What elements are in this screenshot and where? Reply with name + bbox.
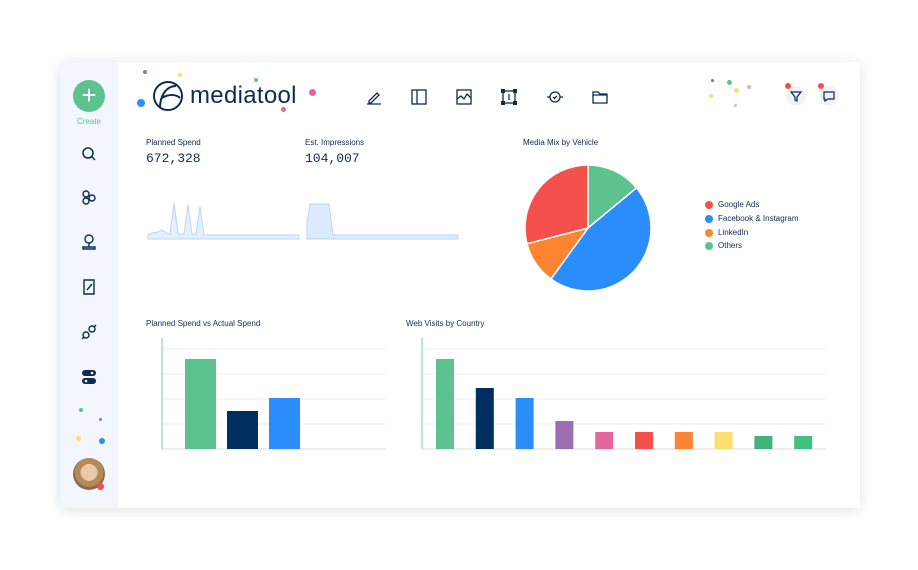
bar [185,359,216,449]
bar [754,436,773,449]
sidebar: + Create [60,62,118,508]
bar [674,432,693,449]
bar [635,432,653,449]
notification-dot [818,83,824,89]
legend-swatch [705,228,713,237]
text-frame-icon[interactable] [500,88,518,106]
search-icon[interactable] [79,144,99,164]
decor-dot [79,408,83,412]
legend-swatch [705,241,713,250]
bar-chart-title: Planned Spend vs Actual Spend [146,319,261,328]
notification-dot [785,83,791,89]
decor-dot [76,436,81,441]
plug-icon[interactable] [79,322,99,342]
bar-chart-title: Web Visits by Country [406,319,485,328]
kpi-value: 672,328 [146,151,201,166]
circles-icon[interactable] [79,188,99,208]
spend-bar-chart [161,338,386,450]
pie-title: Media Mix by Vehicle [523,138,599,147]
chat-button[interactable] [819,86,839,106]
dashboard-window: + Create mediatool Planned Spend 672,328… [60,62,860,508]
kpi-label: Planned Spend [146,138,201,147]
filter-button[interactable] [786,86,806,106]
create-label: Create [76,117,101,126]
chat-icon [823,91,835,103]
toggle-icon[interactable] [79,367,99,387]
decor-dot [747,85,751,89]
impressions-sparkline [306,203,459,240]
bar [475,388,494,449]
legend-item: Others [705,241,742,250]
decor-dot [137,99,145,107]
decor-dot [711,79,714,82]
check-circle-icon[interactable] [546,88,564,106]
planned-spend-sparkline [147,202,300,240]
bar [595,432,614,449]
location-pin-icon[interactable] [79,232,99,252]
filter-icon [789,91,803,102]
decor-dot [99,418,102,421]
bar [555,421,574,449]
decor-dot [727,80,732,85]
decor-dot [734,104,737,107]
create-button[interactable]: + [73,80,105,112]
decor-dot [734,88,739,93]
pie-slice [587,164,638,230]
legend-item: Facebook & Instagram [705,214,798,223]
bar [436,359,454,449]
bar [227,411,258,449]
kpi-label: Est. Impressions [305,138,365,147]
legend-item: Google Ads [705,200,759,209]
decor-dot [709,94,713,98]
legend-swatch [705,214,713,223]
decor-dot [309,89,316,96]
media-mix-pie-chart [524,164,652,292]
board-icon[interactable] [410,88,428,106]
legend-label: LinkedIn [718,228,749,237]
legend-label: Google Ads [718,200,760,209]
decor-dot [143,70,147,74]
mediatool-logo [153,81,183,111]
decor-dot [99,438,105,444]
decor-dot [254,78,258,82]
decor-dot [178,73,182,77]
bar [515,398,534,449]
web-visits-bar-chart [421,338,826,450]
bar [794,436,813,449]
bar [714,432,733,449]
legend-item: LinkedIn [705,228,748,237]
pie-slice [524,164,589,245]
script-icon[interactable] [79,277,99,297]
pie-slice [549,186,652,292]
pencil-icon[interactable] [365,88,383,106]
folder-icon[interactable] [591,88,609,106]
legend-label: Facebook & Instagram [718,214,799,223]
bar [269,398,300,449]
legend-swatch [705,200,713,209]
status-dot [97,483,104,490]
decor-dot [281,107,286,112]
kpi-value: 104,007 [305,151,360,166]
logo-text: mediatool [190,82,297,109]
chart-image-icon[interactable] [455,88,473,106]
legend-label: Others [718,241,743,250]
